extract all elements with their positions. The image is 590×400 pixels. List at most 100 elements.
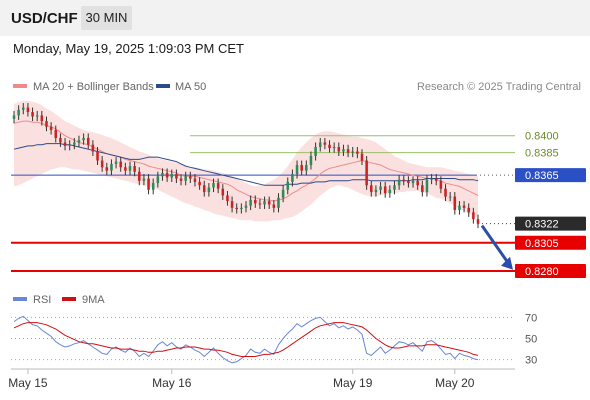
candle-body: [86, 137, 90, 145]
moving-average-layer: [13, 120, 479, 202]
candle-body: [184, 176, 187, 181]
candle-body: [179, 178, 183, 181]
rsi-tick-label: 70: [525, 312, 537, 324]
candle-body: [151, 183, 155, 190]
timeframe-button[interactable]: 30 MIN: [81, 6, 132, 30]
candle-body: [147, 178, 150, 190]
candle-body: [35, 115, 39, 117]
level-label-box: [515, 263, 586, 278]
candle-body: [45, 121, 48, 127]
candle-body: [189, 176, 192, 179]
candle-body: [458, 205, 461, 211]
candle-body: [212, 183, 215, 188]
rsi-tick-label: 50: [525, 334, 537, 346]
candle-body: [230, 201, 234, 208]
ma20-legend-swatch: [13, 84, 27, 88]
candle-body: [291, 174, 294, 182]
ma50-legend-label: MA 50: [175, 81, 206, 93]
forecast-arrow-layer: [480, 224, 513, 270]
candle-body: [444, 188, 447, 197]
rsi-legend-label: RSI: [33, 294, 51, 306]
candle-body: [119, 161, 122, 168]
candle-body: [383, 186, 387, 194]
candle-body: [374, 189, 378, 193]
candle-body: [77, 140, 81, 143]
level-label-box: [515, 216, 586, 231]
candle-body: [73, 142, 76, 145]
credit-label: Research © 2025 Trading Central: [417, 81, 581, 93]
candle-body: [235, 207, 238, 209]
candle-body: [142, 178, 146, 181]
rsi-grid-layer: 70 50 30: [11, 312, 537, 367]
rsi-ma-line: [13, 322, 479, 357]
candle-body: [365, 160, 368, 186]
candle-body: [202, 185, 206, 193]
candle-body: [258, 203, 262, 205]
candle-body: [40, 115, 44, 122]
level-labels-layer: 0.8400 0.8385 0.8365 0.8322 0.8305 0.8280: [515, 131, 586, 278]
candle-body: [351, 151, 354, 153]
candle-body: [138, 171, 141, 181]
candle-body: [425, 179, 429, 193]
candle-body: [281, 189, 285, 198]
bollinger-band: [14, 100, 478, 222]
candle-body: [462, 205, 466, 208]
candle-body: [17, 109, 20, 116]
candle-body: [472, 212, 475, 220]
candle-body: [342, 149, 345, 152]
candle-body: [295, 165, 299, 175]
candle-body: [26, 107, 30, 113]
candle-body: [114, 161, 118, 164]
candle-body: [332, 146, 336, 149]
candles-layer: [12, 103, 480, 229]
rsi-ma-legend-swatch: [62, 297, 76, 301]
candle-body: [207, 187, 211, 193]
rsi-legend: RSI 9MA: [13, 294, 105, 306]
candle-body: [128, 166, 132, 171]
candle-body: [397, 179, 401, 186]
candle-body: [421, 185, 424, 193]
candle-body: [198, 181, 201, 186]
candle-body: [309, 156, 313, 166]
candle-body: [31, 112, 34, 117]
rsi-line: [13, 315, 479, 364]
ma20-line: [13, 120, 479, 202]
x-tick-label: May 19: [333, 376, 373, 390]
candle-body: [370, 185, 373, 193]
rsi-ma-legend-label: 9MA: [82, 294, 105, 306]
x-axis: May 15 May 16 May 19 May 20: [8, 368, 515, 390]
candle-body: [49, 126, 53, 131]
candle-body: [226, 195, 229, 202]
candle-body: [221, 188, 225, 196]
candle-body: [68, 144, 71, 146]
candle-body: [416, 180, 419, 186]
x-tick-label: May 16: [152, 376, 192, 390]
candle-body: [407, 180, 410, 184]
candle-body: [100, 160, 104, 168]
candle-body: [439, 180, 443, 189]
x-tick-label: May 15: [8, 376, 48, 390]
candle-body: [318, 142, 322, 147]
candle-body: [124, 167, 127, 171]
level-label: 0.8385: [525, 148, 559, 160]
timestamp-label: Monday, May 19, 2025 1:09:03 PM CET: [13, 41, 244, 56]
price-panel: MA 20 + Bollinger Bands MA 50 Research ©…: [11, 81, 586, 280]
candle-body: [22, 107, 25, 110]
candle-body: [379, 186, 382, 190]
level-label-box: [515, 235, 586, 250]
ma50-legend-swatch: [156, 84, 170, 88]
candle-body: [263, 201, 266, 205]
candle-body: [12, 115, 16, 119]
candle-body: [402, 179, 406, 181]
candle-body: [110, 163, 113, 171]
candle-body: [63, 142, 67, 146]
symbol-label: USD/CHF: [11, 10, 78, 27]
candle-body: [133, 166, 136, 172]
candle-body: [96, 151, 99, 161]
level-label: 0.8305: [525, 238, 559, 250]
candle-body: [54, 130, 58, 138]
candle-body: [305, 165, 308, 171]
candle-body: [328, 144, 331, 149]
candle-body: [448, 196, 452, 198]
